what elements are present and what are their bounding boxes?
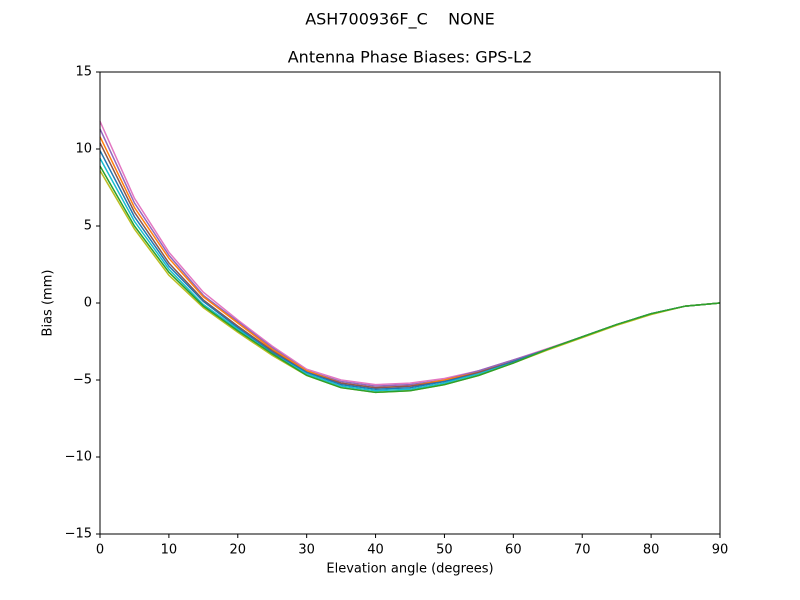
- x-tick-label: 80: [643, 543, 660, 558]
- y-tick-label: −5: [73, 373, 92, 388]
- y-tick-label: 15: [75, 65, 92, 80]
- y-tick-label: 5: [84, 219, 92, 234]
- chart-title: Antenna Phase Biases: GPS-L2: [288, 48, 533, 67]
- y-tick-label: 0: [84, 296, 92, 311]
- x-tick-label: 70: [574, 543, 591, 558]
- x-axis-label: Elevation angle (degrees): [326, 562, 493, 577]
- y-tick-label: 10: [75, 142, 92, 157]
- x-tick-label: 10: [161, 543, 178, 558]
- x-tick-label: 40: [367, 543, 384, 558]
- x-tick-label: 90: [712, 543, 729, 558]
- y-tick-label: −10: [65, 450, 92, 465]
- x-tick-label: 30: [298, 543, 315, 558]
- suptitle: ASH700936F_C NONE: [305, 10, 495, 30]
- axes-frame: [99, 71, 721, 535]
- x-tick-label: 60: [505, 543, 522, 558]
- y-axis-label: Bias (mm): [41, 270, 56, 337]
- series-line: [99, 165, 721, 394]
- x-tick-label: 20: [230, 543, 247, 558]
- x-tick-label: 0: [96, 543, 104, 558]
- x-tick-label: 50: [436, 543, 453, 558]
- y-tick-label: −15: [65, 527, 92, 542]
